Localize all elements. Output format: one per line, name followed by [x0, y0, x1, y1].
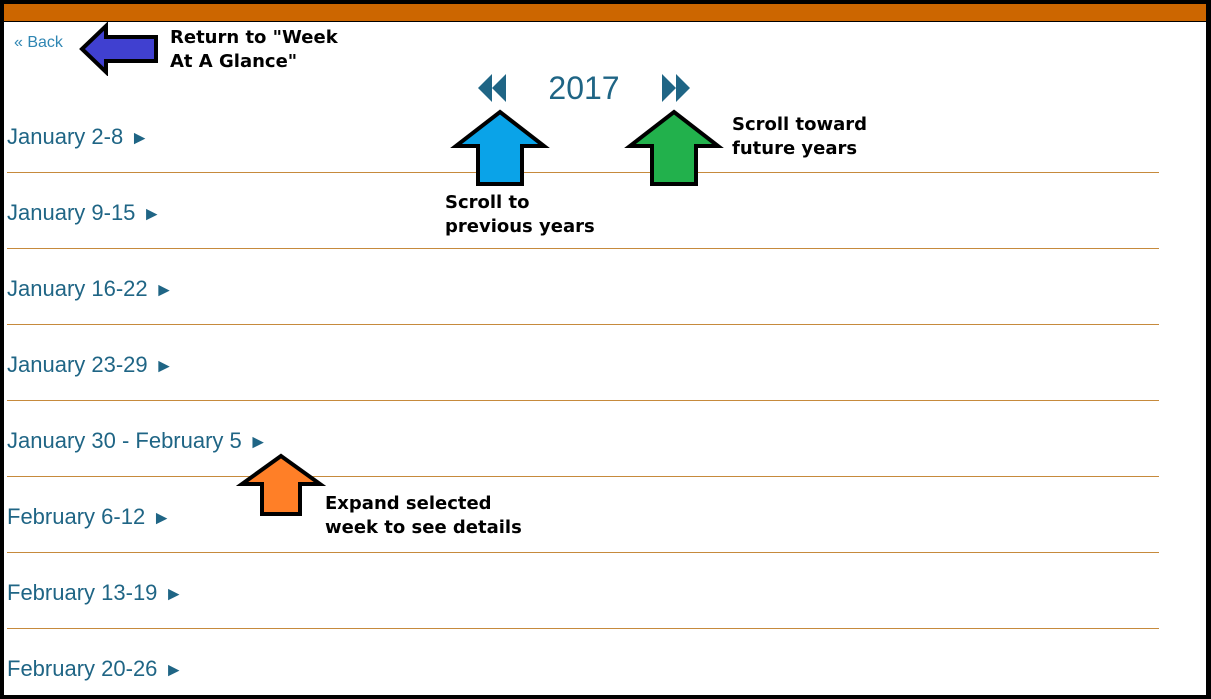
back-link[interactable]: « Back: [14, 34, 63, 51]
double-chevron-right-icon: [662, 74, 690, 102]
year-navigator: 2017: [474, 66, 694, 110]
annotation-back-text: Return to "Week At A Glance": [170, 27, 338, 72]
annotation-arrow-up-green-icon: [624, 109, 724, 186]
previous-year-button[interactable]: [474, 72, 510, 104]
expand-arrow-icon[interactable]: ►: [154, 356, 174, 377]
week-row[interactable]: January 16-22 ►: [7, 249, 1159, 325]
expand-arrow-icon[interactable]: ►: [164, 584, 184, 605]
week-row[interactable]: January 30 - February 5 ►: [7, 401, 1159, 477]
annotation-arrow-up-blue-icon: [450, 109, 550, 186]
expand-arrow-icon[interactable]: ►: [130, 128, 149, 149]
week-label[interactable]: January 30 - February 5 ►: [7, 428, 268, 453]
week-label[interactable]: January 23-29 ►: [7, 352, 174, 377]
annotation-previous-years-text: Scroll to previous years: [445, 192, 595, 237]
week-label[interactable]: January 16-22 ►: [7, 276, 174, 301]
annotation-arrow-left-icon: [79, 22, 158, 76]
week-row[interactable]: February 20-26 ►: [7, 629, 1159, 695]
week-row[interactable]: February 13-19 ►: [7, 553, 1159, 629]
top-bar: [4, 4, 1206, 22]
expand-arrow-icon[interactable]: ►: [142, 204, 162, 225]
week-label[interactable]: January 9-15 ►: [7, 200, 162, 225]
week-row[interactable]: January 23-29 ►: [7, 325, 1159, 401]
expand-arrow-icon[interactable]: ►: [152, 508, 171, 529]
week-label[interactable]: February 13-19 ►: [7, 580, 184, 605]
annotation-expand-text: Expand selected week to see details: [325, 493, 522, 538]
week-list: January 2-8 ► January 9-15 ► January 16-22…: [7, 97, 1159, 695]
week-label[interactable]: January 2-8 ►: [7, 124, 149, 149]
week-row[interactable]: January 9-15 ►: [7, 173, 1159, 249]
week-row[interactable]: February 6-12 ►: [7, 477, 1159, 553]
expand-arrow-icon[interactable]: ►: [164, 660, 184, 681]
annotation-future-years-text: Scroll toward future years: [732, 114, 867, 159]
double-chevron-left-icon: [478, 74, 506, 102]
week-label[interactable]: February 20-26 ►: [7, 656, 184, 681]
current-year: 2017: [548, 70, 620, 106]
expand-arrow-icon[interactable]: ►: [248, 432, 268, 453]
expand-arrow-icon[interactable]: ►: [154, 280, 174, 301]
annotation-arrow-up-orange-icon: [236, 453, 326, 516]
next-year-button[interactable]: [658, 72, 694, 104]
week-label[interactable]: February 6-12 ►: [7, 504, 171, 529]
week-row[interactable]: January 2-8 ►: [7, 97, 1159, 173]
